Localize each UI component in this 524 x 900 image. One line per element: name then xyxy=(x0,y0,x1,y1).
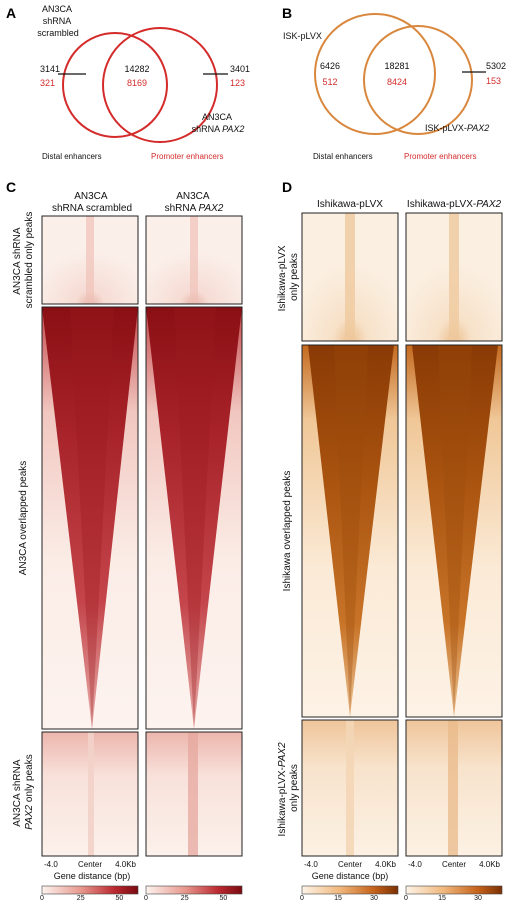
heatmap-d-row1-label: Ishikawa-pLVX only peaks xyxy=(277,243,300,312)
colorbar-d-1-tick-2: 30 xyxy=(370,895,378,900)
colorbar-d-2-tick-2: 30 xyxy=(474,895,482,900)
venn-b-left-promoter: 512 xyxy=(322,77,337,87)
panel-d-heatmaps: D Ishikawa-pLVX Ishikawa-pLVX-PAX2 xyxy=(277,179,503,900)
heatmap-d-col2-tick-center: Center xyxy=(442,860,466,869)
venn-b-set2-label: ISK-pLVX-PAX2 xyxy=(425,123,489,133)
heatmap-c-col2-middle xyxy=(145,306,243,730)
heatmap-c-col2-title: AN3CA shRNA PAX2 xyxy=(165,191,224,214)
heatmap-d-col1-tick-left: -4.0 xyxy=(304,860,318,869)
colorbar-c-1-tick-2: 50 xyxy=(116,895,124,900)
venn-a-circle-1 xyxy=(62,32,168,138)
heatmap-d-row2-label: Ishikawa overlapped peaks xyxy=(282,471,293,592)
heatmap-d-col1-tick-center: Center xyxy=(338,860,362,869)
colorbar-d-1-tick-0: 0 xyxy=(300,895,304,900)
heatmap-c-col1-title: AN3CA shRNA scrambled xyxy=(52,191,132,214)
heatmap-c-col1-top xyxy=(41,215,139,305)
venn-a-set2-label: AN3CA shRNA PAX2 xyxy=(192,112,245,134)
heatmap-c-row3-label: AN3CA shRNA PAX2 only peaks xyxy=(12,754,35,829)
venn-b-circle-1 xyxy=(314,13,436,135)
heatmap-d-col2-bottom xyxy=(405,719,503,857)
colorbar-d-2-tick-0: 0 xyxy=(404,895,408,900)
heatmap-c-col2-top xyxy=(145,215,243,305)
panel-b-label: B xyxy=(282,5,292,21)
venn-a-legend-distal: Distal enhancers xyxy=(42,152,102,161)
venn-a-legend-promoter: Promoter enhancers xyxy=(151,152,223,161)
venn-b-legend-promoter: Promoter enhancers xyxy=(404,152,476,161)
heatmap-d-col2 xyxy=(405,212,503,857)
heatmap-d-col1-top xyxy=(301,212,399,342)
heatmap-c-row2-label: AN3CA overlapped peaks xyxy=(18,461,29,576)
heatmap-d-col1 xyxy=(301,212,399,857)
heatmap-c-col1-tick-center: Center xyxy=(78,860,102,869)
heatmap-c-row1-label: AN3CA shRNA scrambled only peaks xyxy=(12,212,35,309)
venn-b-middle-distal: 18281 xyxy=(384,61,409,71)
colorbar-c-2-tick-1: 25 xyxy=(181,895,189,900)
venn-a-left-distal: 3141 xyxy=(40,64,60,74)
heatmap-c-xlabel: Gene distance (bp) xyxy=(54,871,131,881)
heatmap-c-col1-bottom xyxy=(41,731,139,857)
venn-b-middle-promoter: 8424 xyxy=(387,77,407,87)
heatmap-d-col1-title: Ishikawa-pLVX xyxy=(317,199,383,210)
colorbar-c-1-tick-1: 25 xyxy=(77,895,85,900)
heatmap-d-col1-middle xyxy=(301,344,399,718)
colorbar-c-2-tick-2: 50 xyxy=(220,895,228,900)
colorbar-c-2: 0 25 50 xyxy=(144,885,243,900)
heatmap-c-col1-tick-right: 4.0Kb xyxy=(115,860,136,869)
venn-a-middle-promoter: 8169 xyxy=(127,78,147,88)
heatmap-c-col1 xyxy=(41,215,139,857)
heatmap-d-col1-bottom xyxy=(301,719,399,857)
heatmap-d-col2-top xyxy=(405,212,503,342)
panel-c-label: C xyxy=(6,179,16,195)
panel-c-heatmaps: C AN3CA shRNA scrambled AN3CA shRNA PAX2 xyxy=(6,179,243,900)
panel-a-label: A xyxy=(6,5,16,21)
venn-b-left-distal: 6426 xyxy=(320,61,340,71)
heatmap-d-col2-title: Ishikawa-pLVX-PAX2 xyxy=(407,199,502,210)
heatmap-d-col1-tick-right: 4.0Kb xyxy=(375,860,396,869)
panel-d-label: D xyxy=(282,179,292,195)
venn-b-circle-2 xyxy=(363,25,473,135)
venn-b-legend-distal: Distal enhancers xyxy=(313,152,373,161)
venn-b-set1-label: ISK-pLVX xyxy=(283,31,322,41)
heatmap-c-col1-middle xyxy=(41,306,139,730)
colorbar-d-2-tick-1: 15 xyxy=(438,895,446,900)
colorbar-c-1-tick-0: 0 xyxy=(40,895,44,900)
heatmap-d-col2-tick-right: 4.0Kb xyxy=(479,860,500,869)
panel-b-venn: B ISK-pLVX ISK-pLVX-PAX2 6426 512 18281 … xyxy=(282,5,506,161)
colorbar-d-1: 0 15 30 xyxy=(300,885,399,900)
venn-b-right-distal: 5302 xyxy=(486,61,506,71)
venn-a-right-promoter: 123 xyxy=(230,78,245,88)
heatmap-d-row3-label: Ishikawa-pLVX-PAX2 only peaks xyxy=(277,740,300,837)
venn-a-set1-label: AN3CA shRNA scrambled xyxy=(37,4,79,38)
venn-a-right-distal: 3401 xyxy=(230,64,250,74)
venn-a-circle-2 xyxy=(102,27,218,143)
colorbar-d-1-tick-1: 15 xyxy=(334,895,342,900)
heatmap-d-col2-middle xyxy=(405,344,503,718)
colorbar-c-2-tick-0: 0 xyxy=(144,895,148,900)
colorbar-d-2: 0 15 30 xyxy=(404,885,503,900)
panel-a-venn: A AN3CA shRNA scrambled AN3CA shRNA PAX2… xyxy=(6,4,250,161)
heatmap-d-col2-tick-left: -4.0 xyxy=(408,860,422,869)
venn-b-right-promoter: 153 xyxy=(486,76,501,86)
heatmap-c-col2-bottom xyxy=(145,731,243,857)
venn-a-middle-distal: 14282 xyxy=(124,64,149,74)
heatmap-d-xlabel: Gene distance (bp) xyxy=(312,871,389,881)
venn-a-left-promoter: 321 xyxy=(40,78,55,88)
heatmap-c-col2 xyxy=(145,215,243,857)
colorbar-c-1: 0 25 50 xyxy=(40,885,139,900)
heatmap-c-col1-tick-left: -4.0 xyxy=(44,860,58,869)
